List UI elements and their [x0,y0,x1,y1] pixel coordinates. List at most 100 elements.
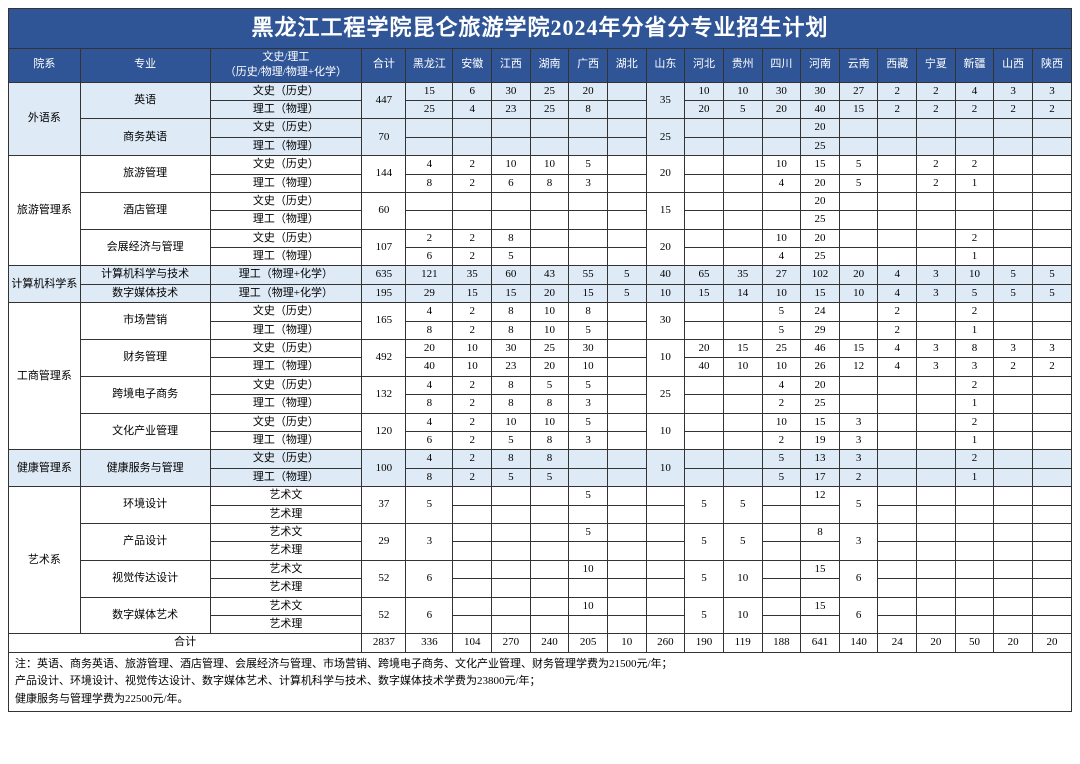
table-row: 工商管理系市场营销文史（历史）1654281083052422 [9,303,1072,321]
cell: 4 [406,303,453,321]
type-cell: 艺术理 [210,505,362,523]
cell [994,615,1033,633]
cell: 5 [685,560,724,597]
cell [994,468,1033,486]
cell [607,156,646,174]
cell: 20 [801,119,840,137]
cell [917,192,956,210]
cell [839,192,878,210]
major-cell: 跨境电子商务 [80,376,210,413]
cell [723,248,762,266]
cell: 4 [955,82,994,100]
cell [685,119,724,137]
cell [607,82,646,100]
cell: 5 [530,376,569,394]
cell [492,542,531,560]
cell [917,523,956,541]
cell: 260 [646,634,685,652]
total-cell: 635 [362,266,406,284]
cell [762,505,801,523]
cell: 6 [406,560,453,597]
cell: 3 [917,266,956,284]
cell [685,321,724,339]
hdr-type: 文史/理工 （历史/物理/物理+化学） [210,48,362,82]
cell [878,229,917,247]
cell: 10 [530,321,569,339]
cell: 30 [569,340,608,358]
type-cell: 文史（历史） [210,376,362,394]
cell: 14 [723,284,762,302]
major-cell: 旅游管理 [80,156,210,193]
cell [1033,395,1072,413]
cell: 2 [453,395,492,413]
major-cell: 财务管理 [80,340,210,377]
cell: 3 [1033,82,1072,100]
type-cell: 文史（历史） [210,340,362,358]
cell [1033,211,1072,229]
cell: 2 [878,303,917,321]
cell: 15 [453,284,492,302]
cell [492,560,531,578]
cell: 5 [685,597,724,634]
cell: 2 [1033,100,1072,118]
cell: 5 [839,487,878,524]
cell: 2 [878,100,917,118]
cell: 3 [569,395,608,413]
cell [1033,156,1072,174]
cell: 2 [955,450,994,468]
type-cell: 理工（物理+化学） [210,266,362,284]
cell [917,211,956,229]
cell [607,523,646,541]
cell [569,229,608,247]
cell [406,137,453,155]
cell [530,505,569,523]
cell [723,229,762,247]
cell [878,211,917,229]
cell [1033,303,1072,321]
cell [994,542,1033,560]
major-cell: 市场营销 [80,303,210,340]
cell: 8 [530,395,569,413]
cell [1033,248,1072,266]
cell [955,523,994,541]
cell [801,579,840,597]
cell [569,450,608,468]
cell [1033,487,1072,505]
cell [685,395,724,413]
cell: 35 [723,266,762,284]
cell: 5 [955,284,994,302]
table-row: 商务英语文史（历史）702520 [9,119,1072,137]
cell: 5 [762,303,801,321]
cell [1033,560,1072,578]
cell: 40 [801,100,840,118]
cell [685,211,724,229]
cell [492,579,531,597]
cell [646,523,685,541]
total-cell: 52 [362,560,406,597]
cell [492,119,531,137]
cell: 20 [801,192,840,210]
hdr-dept: 院系 [9,48,81,82]
cell: 1 [955,174,994,192]
table-row: 旅游管理系旅游管理文史（历史）1444210105201015522 [9,156,1072,174]
plan-table-wrap: 黑龙江工程学院昆仑旅游学院2024年分省分专业招生计划 院系 专业 文史/理工 … [8,8,1072,712]
totals-row: 合计28373361042702402051026019011918864114… [9,634,1072,652]
total-cell: 492 [362,340,406,377]
cell [646,615,685,633]
cell [762,487,801,505]
cell [917,579,956,597]
cell: 4 [878,358,917,376]
cell [878,487,917,505]
cell: 188 [762,634,801,652]
cell: 4 [878,266,917,284]
cell [569,137,608,155]
cell [530,523,569,541]
cell: 15 [492,284,531,302]
type-cell: 理工（物理） [210,358,362,376]
cell [917,560,956,578]
cell: 2 [878,321,917,339]
cell [530,119,569,137]
cell: 5 [492,432,531,450]
hdr-prov: 宁夏 [917,48,956,82]
cell [762,523,801,541]
